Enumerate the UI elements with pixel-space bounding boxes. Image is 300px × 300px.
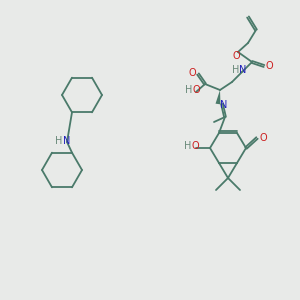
Text: N: N <box>220 100 228 110</box>
Text: H: H <box>184 141 192 151</box>
Text: O: O <box>259 133 267 143</box>
Text: H: H <box>232 65 240 75</box>
Text: H: H <box>185 85 193 95</box>
Polygon shape <box>215 90 220 104</box>
Text: H: H <box>55 136 63 146</box>
Text: O: O <box>232 51 240 61</box>
Text: N: N <box>63 136 71 146</box>
Text: O: O <box>188 68 196 78</box>
Text: O: O <box>191 141 199 151</box>
Text: O: O <box>192 85 200 95</box>
Text: O: O <box>265 61 273 71</box>
Text: N: N <box>239 65 247 75</box>
